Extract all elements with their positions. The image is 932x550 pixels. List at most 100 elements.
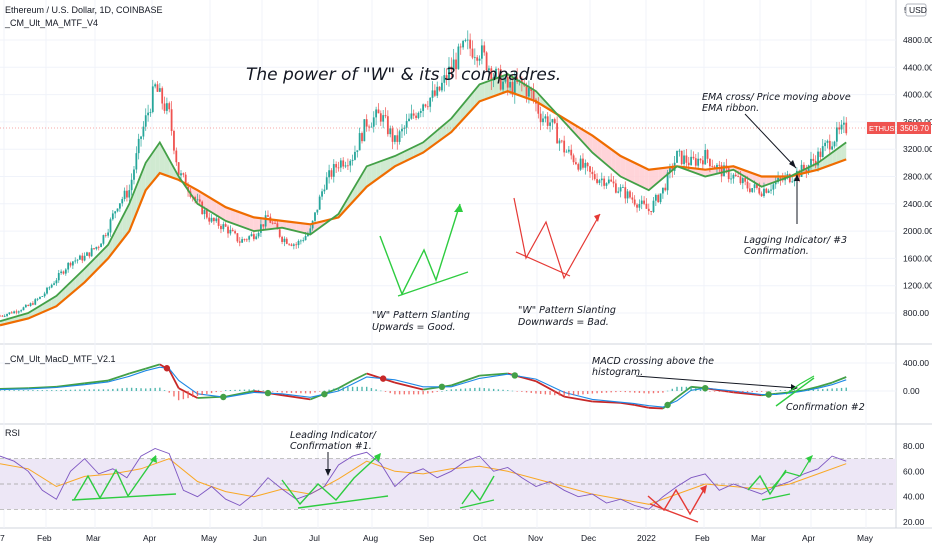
candle-body (551, 119, 554, 123)
rsi-line (0, 448, 847, 510)
price-tick-label: 4000.00 (903, 90, 932, 100)
macd-histogram-bar (638, 391, 641, 393)
candle-body (335, 164, 338, 168)
candle-body (565, 151, 568, 153)
candle-body (713, 166, 716, 169)
ma-ribbon-segment (216, 201, 221, 219)
candle-body (316, 209, 319, 213)
macd-histogram-bar (206, 391, 208, 395)
candle-body (57, 273, 60, 281)
ma-ribbon-segment (286, 221, 292, 230)
macd-histogram-bar (342, 387, 344, 391)
candle-body (462, 40, 464, 48)
ema-cross-arrow (744, 113, 797, 169)
macd-line-segment (564, 395, 593, 403)
candle-body (558, 140, 561, 144)
candle-body (384, 115, 387, 117)
macd-histogram-bar (394, 391, 396, 395)
candle-body (213, 217, 215, 222)
candle-body (633, 199, 636, 205)
macd-histogram-bar (718, 391, 721, 392)
candle-body (779, 177, 782, 180)
candle-body (260, 224, 262, 233)
candle-body (173, 130, 175, 151)
time-tick-label: May (857, 533, 874, 543)
candle-body (445, 75, 448, 80)
candle-body (6, 314, 8, 316)
time-tick-label: Jun (253, 533, 267, 543)
candle-body (525, 85, 528, 97)
macd-line-segment (281, 394, 311, 401)
candle-body (182, 173, 185, 175)
ma-ribbon-segment (832, 149, 837, 165)
ma-indicator-label: _CM_Ult_MA_MTF_V4 (4, 18, 98, 28)
candle-body (377, 109, 380, 114)
macd-histogram-bar (51, 390, 53, 391)
candle-body (13, 311, 16, 314)
currency-badge[interactable] (905, 3, 927, 17)
candle-body (429, 97, 432, 107)
candle-body (3, 315, 6, 317)
ma-ribbon-segment (357, 174, 363, 197)
candle-body (10, 312, 13, 314)
candle-body (756, 184, 758, 188)
candle-body (617, 191, 620, 193)
macd-histogram-bar (276, 391, 279, 393)
macd-histogram-bar (229, 390, 232, 391)
candle-body (332, 164, 335, 177)
macd-histogram-bar (116, 388, 119, 391)
candle-body (838, 127, 841, 130)
macd-histogram-bar (507, 390, 509, 391)
macd-histogram-bar (83, 389, 86, 391)
ma-ribbon-segment (235, 210, 240, 226)
candle-body (370, 126, 373, 128)
w-pattern-up (379, 203, 461, 296)
candle-body (264, 215, 267, 227)
candle-body (683, 155, 685, 165)
ma-ribbon-segment (230, 208, 236, 225)
macd-histogram-bar (262, 390, 264, 392)
candle-body (158, 88, 161, 92)
macd-histogram-bar (492, 388, 495, 391)
macd-histogram-bar (431, 391, 434, 393)
w-pattern-down (513, 197, 601, 280)
candle-body (572, 155, 575, 163)
candle-body (810, 158, 812, 166)
leading-arrowhead (325, 469, 331, 476)
macd-line-segment (817, 381, 833, 388)
ma-ribbon-segment (145, 156, 151, 191)
ma-ribbon-segment (615, 152, 621, 177)
candle-body (426, 106, 429, 108)
macd-histogram-bar (27, 390, 29, 391)
macd-histogram-bar (619, 391, 622, 392)
candle-body (144, 115, 147, 127)
rsi-support-1 (71, 493, 177, 501)
macd-histogram-bar (812, 389, 815, 391)
macd-confirmation-trend (785, 375, 815, 395)
macd-histogram-bar (8, 390, 11, 391)
price-tick-label: 800.00 (903, 308, 929, 318)
macd-histogram-bar (295, 391, 297, 394)
ma-ribbon-segment (371, 162, 377, 184)
macd-line-segment (676, 386, 692, 399)
candle-body (339, 160, 342, 168)
candle-body (271, 222, 274, 224)
macd-histogram-bar (836, 388, 838, 391)
macd-line-segment (225, 390, 255, 398)
candle-body (586, 162, 589, 167)
macd-histogram-bar (601, 391, 603, 393)
macd-histogram-bar (770, 390, 772, 392)
candle-body (739, 176, 742, 184)
macd-histogram-bar (314, 391, 316, 393)
macd-histogram-bar (666, 390, 669, 392)
candle-body (50, 284, 53, 288)
ma-ribbon-segment (761, 176, 767, 187)
candle-body (419, 110, 422, 113)
macd-histogram-bar (384, 391, 387, 392)
macd-histogram-bar (361, 386, 363, 391)
macd-histogram-bar (807, 389, 810, 391)
candle-body (803, 164, 805, 170)
ma-ribbon-segment (282, 220, 287, 229)
ma-ribbon-segment (653, 168, 659, 187)
candle-body (347, 165, 349, 167)
